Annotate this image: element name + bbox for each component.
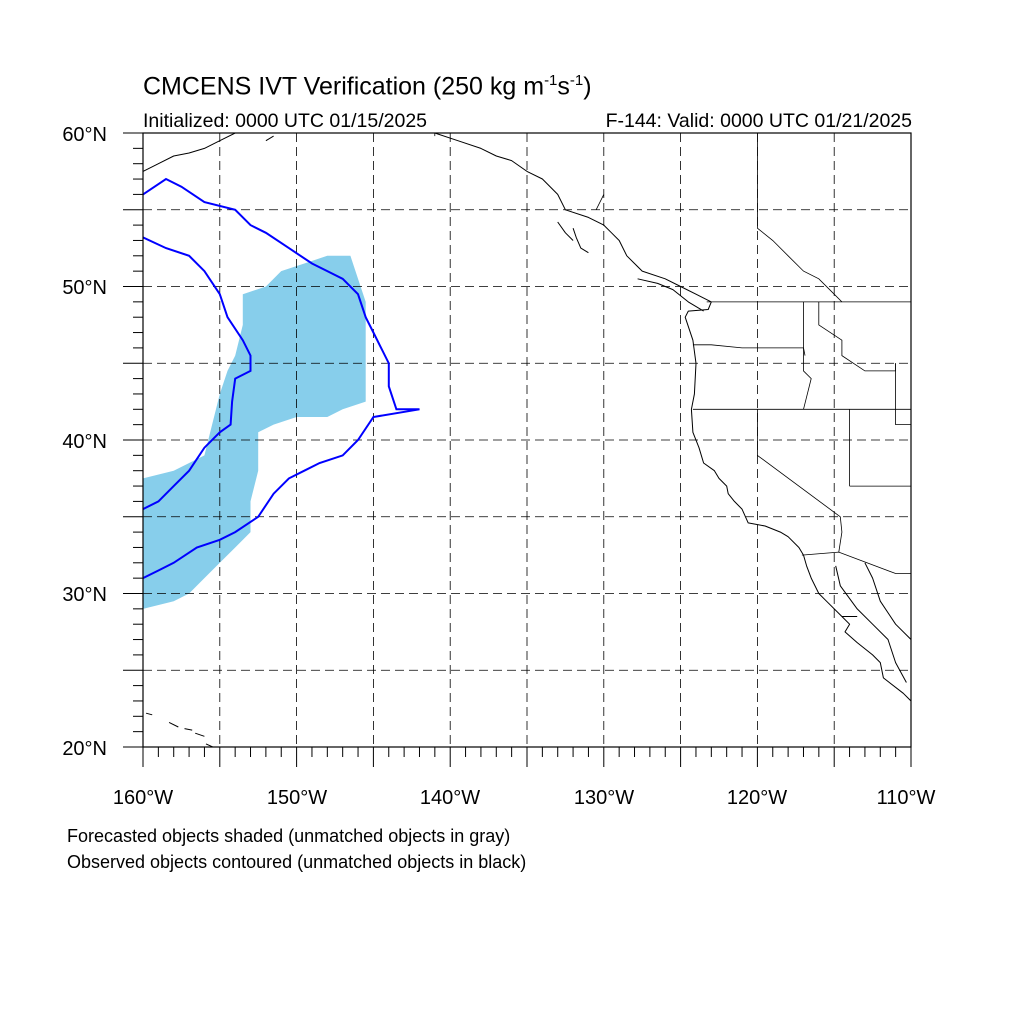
coastline [434, 133, 911, 702]
coastline [145, 712, 153, 716]
coastline [835, 565, 907, 683]
lon-label-120w: 120°W [727, 787, 787, 809]
coastline [265, 135, 274, 142]
coastline [864, 562, 911, 640]
title-prefix: CMCENS IVT Verification (250 kg m [143, 72, 545, 101]
lat-label-30: 30°N [62, 584, 107, 606]
lon-label-140w: 140°W [420, 787, 480, 809]
political-border [757, 409, 843, 553]
title-suffix: ) [583, 72, 592, 101]
forecast-layer [143, 255, 366, 609]
political-border [757, 133, 843, 303]
lon-label-150w: 150°W [267, 787, 327, 809]
title-mid: s [557, 72, 570, 101]
lat-label-50: 50°N [62, 277, 107, 299]
lat-label-20: 20°N [62, 738, 107, 760]
coastline [195, 732, 205, 737]
tick-layer [123, 132, 912, 767]
coastline [572, 228, 589, 254]
coastline [143, 133, 236, 172]
coastline [205, 743, 215, 747]
valid-time: F-144: Valid: 0000 UTC 01/21/2025 [605, 110, 912, 132]
political-border [801, 551, 911, 574]
lat-label-60: 60°N [62, 124, 107, 146]
caption-observed: Observed objects contoured (unmatched ob… [67, 852, 527, 872]
grid-layer [143, 133, 911, 747]
coastline [637, 278, 704, 312]
map-title: CMCENS IVT Verification (250 kg m-1s-1) [143, 72, 592, 101]
observed-contour [143, 236, 252, 510]
coastline [557, 221, 574, 241]
lon-label-160w: 160°W [113, 787, 173, 809]
latitude-labels: 60°N 50°N 40°N 30°N 20°N [62, 124, 107, 760]
coastline [168, 721, 179, 728]
longitude-labels: 160°W 150°W 140°W 130°W 120°W 110°W [113, 787, 936, 809]
political-border [803, 301, 812, 410]
forecast-object [143, 255, 366, 609]
caption-forecast: Forecasted objects shaded (unmatched obj… [67, 826, 511, 846]
observed-layer [143, 177, 420, 579]
political-border [895, 363, 911, 426]
initialized-time: Initialized: 0000 UTC 01/15/2025 [143, 110, 428, 132]
coastline-layer [143, 133, 911, 747]
lat-label-40: 40°N [62, 431, 107, 453]
political-border [595, 194, 605, 210]
observed-contour [143, 177, 420, 579]
coastline [184, 728, 193, 731]
lon-label-110w: 110°W [877, 787, 936, 809]
plot-frame [142, 132, 912, 748]
lon-label-130w: 130°W [574, 787, 634, 809]
title-exponent-1: -1 [544, 72, 558, 89]
title-exponent-2: -1 [569, 72, 584, 89]
